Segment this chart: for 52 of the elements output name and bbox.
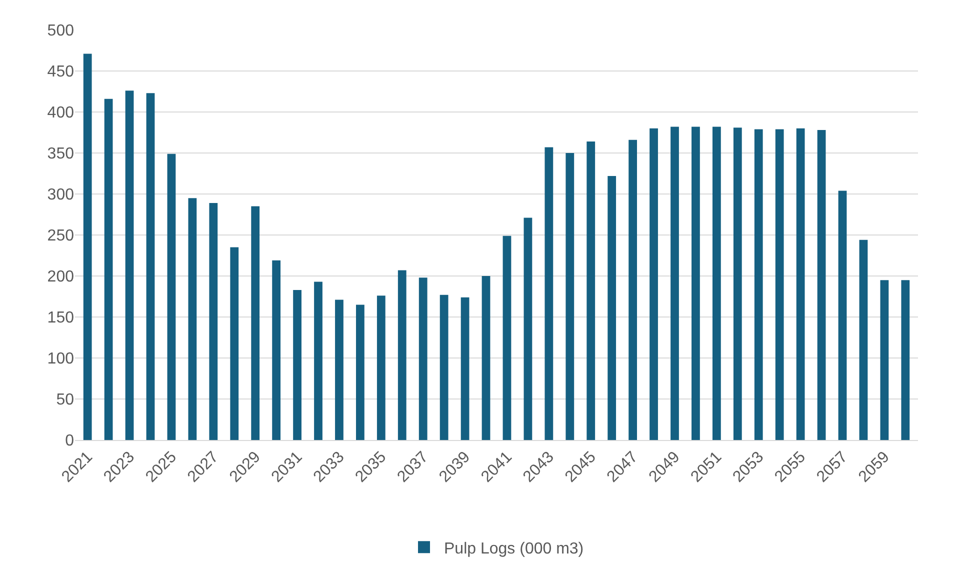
y-tick-label: 200 bbox=[47, 268, 74, 286]
bar bbox=[502, 236, 512, 440]
bar bbox=[460, 297, 470, 440]
bar bbox=[356, 304, 364, 440]
bar bbox=[146, 93, 155, 440]
bar bbox=[83, 54, 92, 440]
bar bbox=[796, 128, 805, 440]
y-tick-label: 0 bbox=[65, 432, 74, 450]
bar bbox=[167, 154, 176, 440]
bar bbox=[209, 203, 218, 440]
bar bbox=[293, 290, 302, 440]
bar bbox=[251, 206, 260, 440]
bar bbox=[104, 98, 113, 440]
bar bbox=[880, 280, 889, 440]
bar bbox=[440, 294, 448, 440]
bar bbox=[650, 128, 658, 440]
bar bbox=[754, 129, 763, 440]
y-tick-label: 150 bbox=[47, 310, 74, 327]
y-tick-label: 450 bbox=[47, 64, 74, 81]
bar bbox=[524, 218, 532, 440]
bar bbox=[586, 142, 596, 440]
bar bbox=[314, 282, 322, 440]
legend-label: Pulp Logs (000 m3) bbox=[444, 540, 584, 558]
bar bbox=[125, 90, 134, 440]
y-tick-label: 300 bbox=[47, 186, 74, 204]
bar bbox=[566, 153, 574, 440]
bar bbox=[628, 140, 637, 440]
bar bbox=[544, 147, 554, 440]
y-tick-label: 500 bbox=[47, 22, 74, 40]
y-tick-label: 50 bbox=[56, 392, 74, 409]
bar bbox=[901, 280, 910, 440]
bar bbox=[188, 198, 197, 440]
bar bbox=[335, 300, 344, 440]
y-tick-label: 350 bbox=[47, 146, 74, 163]
bar bbox=[775, 129, 784, 440]
bar bbox=[859, 240, 868, 440]
bar bbox=[733, 128, 742, 440]
bar bbox=[398, 270, 406, 440]
y-tick-label: 100 bbox=[47, 350, 74, 368]
bar bbox=[418, 278, 428, 440]
bar bbox=[712, 126, 721, 440]
bar bbox=[376, 296, 386, 440]
y-tick-label: 250 bbox=[47, 228, 74, 245]
bar bbox=[692, 126, 700, 440]
bar bbox=[482, 276, 490, 440]
bar bbox=[230, 247, 239, 440]
y-tick-label: 400 bbox=[47, 104, 74, 122]
bar bbox=[817, 130, 826, 440]
bar bbox=[838, 190, 847, 440]
bar bbox=[272, 260, 281, 440]
bar bbox=[608, 176, 616, 440]
bar bbox=[670, 126, 679, 440]
